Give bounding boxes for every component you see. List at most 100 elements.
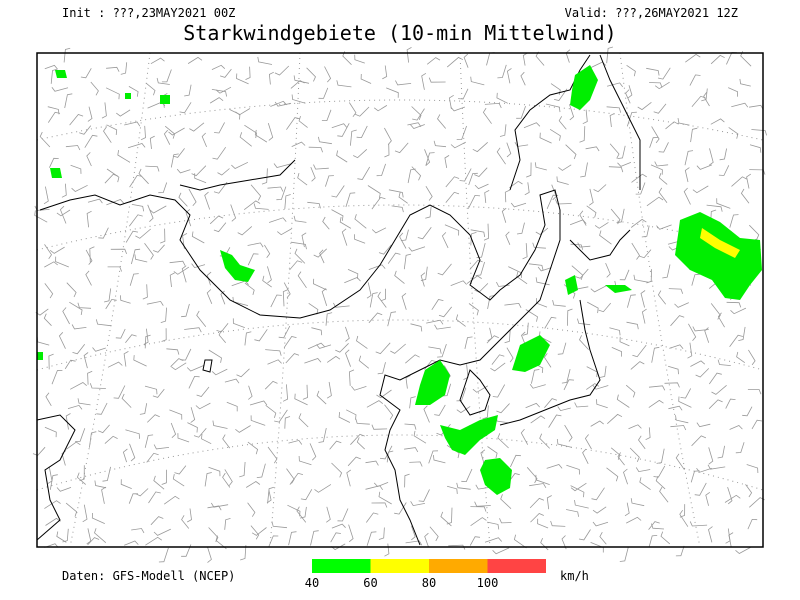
wind-barb <box>398 192 408 204</box>
wind-barb <box>377 291 387 308</box>
wind-barb <box>170 422 177 438</box>
wind-barb <box>675 415 689 424</box>
wind-barb <box>181 544 192 557</box>
wind-barb <box>204 191 211 210</box>
wind-barb <box>501 207 507 223</box>
wind-barb <box>115 328 126 339</box>
wind-barb <box>336 80 352 88</box>
wind-barb <box>235 108 251 116</box>
color-segment <box>487 559 546 573</box>
wind-barb <box>160 307 167 323</box>
wind-barb <box>690 360 706 367</box>
wind-barb <box>90 81 99 96</box>
wind-barb <box>464 336 473 349</box>
wind-barb <box>434 324 451 330</box>
wind-barb <box>254 129 268 143</box>
wind-barb <box>153 475 165 490</box>
wind-barb <box>191 263 206 269</box>
wind-barb <box>66 282 77 298</box>
wind-barb <box>146 452 159 463</box>
wind-barb <box>574 402 589 408</box>
wind-barb <box>706 204 723 212</box>
wind-barb <box>660 531 671 545</box>
wind-barb <box>294 393 308 406</box>
wind-barb <box>691 273 700 286</box>
wind-barb <box>105 87 120 100</box>
wind-barb <box>47 106 60 115</box>
wind-barb <box>310 166 316 182</box>
wind-barb <box>444 155 450 168</box>
wind-barb <box>129 174 143 188</box>
wind-barb <box>584 434 592 450</box>
wind-barb <box>56 487 72 492</box>
wind-barb <box>650 164 663 175</box>
wind-barb <box>144 243 154 260</box>
wind-barb <box>607 413 623 424</box>
wind-barb <box>640 290 646 308</box>
wind-barb <box>609 143 620 159</box>
wind-barb <box>467 194 481 209</box>
wind-barb <box>244 124 258 139</box>
wind-barb <box>586 383 600 390</box>
wind-barb <box>212 420 228 429</box>
wind-barb <box>125 230 139 243</box>
wind-barb <box>339 217 352 229</box>
wind-barb <box>106 66 120 72</box>
wind-barb <box>187 508 192 523</box>
wind-barb <box>49 157 59 168</box>
wind-barb <box>95 319 112 327</box>
wind-barb <box>648 385 666 391</box>
wind-barb <box>307 201 321 209</box>
wind-barb <box>368 264 386 270</box>
wind-barb <box>680 388 692 399</box>
wind-barb <box>380 445 393 460</box>
wind-barb <box>313 248 327 258</box>
wind-barb <box>404 473 410 488</box>
wind-barb <box>97 424 110 434</box>
wind-barb <box>729 214 739 228</box>
wind-barb <box>564 424 573 442</box>
wind-barb <box>49 474 58 490</box>
wind-barb <box>404 447 419 453</box>
wind-barb <box>355 106 370 117</box>
wind-barb <box>633 274 649 283</box>
wind-barb <box>150 57 165 65</box>
wind-barb <box>708 399 723 409</box>
wind-barb <box>570 482 587 492</box>
wind-barb <box>326 506 331 523</box>
wind-barb <box>278 325 291 339</box>
wind-barb <box>425 185 433 201</box>
wind-barb <box>539 132 552 144</box>
wind-barb <box>740 188 750 204</box>
wind-barb <box>593 184 607 193</box>
wind-barb <box>544 398 558 409</box>
wind-barb <box>608 166 624 173</box>
wind-barb <box>492 547 510 555</box>
wind-barb <box>403 253 412 270</box>
wind-barb <box>566 509 579 517</box>
wind-barb <box>134 254 148 263</box>
wind-barb <box>144 385 158 395</box>
wind-barb <box>307 342 325 350</box>
wind-barb <box>239 461 246 478</box>
wind-barb <box>178 192 188 207</box>
wind-barb <box>651 126 660 144</box>
wind-barb <box>133 355 147 367</box>
wind-barb <box>206 271 212 286</box>
wind-barb <box>567 308 573 326</box>
wind-barb <box>150 516 164 526</box>
wind-barb <box>504 189 510 203</box>
wind-barb <box>171 362 187 371</box>
wind-barb <box>208 466 221 477</box>
wind-barb <box>391 205 404 213</box>
wind-barb <box>543 353 552 368</box>
wind-barb <box>705 491 711 506</box>
wind-barb <box>251 527 267 536</box>
wind-barb <box>704 327 710 343</box>
wind-barb <box>523 122 541 129</box>
wind-barb <box>236 73 249 85</box>
wind-barb <box>65 145 81 151</box>
wind-barb <box>428 77 446 83</box>
wind-barb <box>215 86 232 94</box>
wind-barb <box>587 301 599 314</box>
